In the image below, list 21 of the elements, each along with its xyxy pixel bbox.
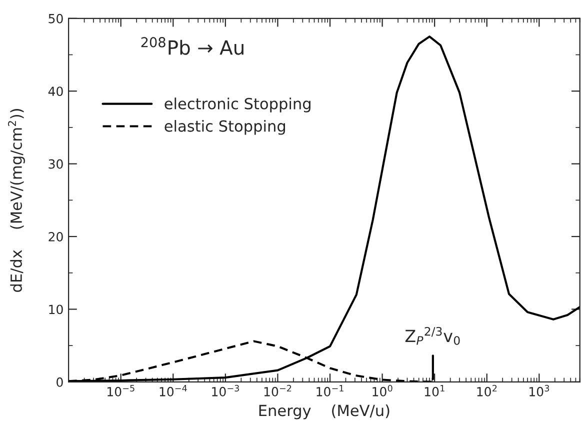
- x-tick-label: 10$^{−4}$: [160, 385, 187, 396]
- y-tick-label: 10: [49, 304, 63, 314]
- x-tick-label: 10$^{3}$: [530, 384, 550, 396]
- x-tick-label: 10$^{2}$: [477, 384, 497, 396]
- y-tick-label: 20: [48, 232, 63, 242]
- y-tick-label: 0: [56, 377, 63, 387]
- x-tick-label: 10$^{−5}$: [108, 385, 134, 396]
- y-axis-title: dE/dx (MeV/(mg/cm$^{2}$)): [8, 109, 25, 292]
- x-tick-label: 10$^{1}$: [424, 385, 444, 396]
- y-tick-label: 30: [48, 159, 63, 169]
- x-axis-title: Energy (MeV/u): [259, 404, 390, 420]
- x-tick-label: 10$^{−2}$: [264, 384, 292, 396]
- x-tick-label: 10$^{−1}$: [316, 385, 344, 396]
- legend-label: electronic Stopping: [164, 98, 310, 112]
- annotation: Z$_{P}$$^{2/3}$v$_{0}$: [405, 326, 460, 345]
- y-tick-label: 40: [48, 86, 63, 96]
- annotation: $^{208}$Pb → Au: [141, 37, 244, 55]
- y-tick-label: 50: [48, 14, 63, 24]
- x-tick-label: 10$^{−3}$: [212, 384, 239, 396]
- x-tick-label: 10$^{0}$: [372, 384, 392, 396]
- legend-label: elastic Stopping: [164, 120, 285, 135]
